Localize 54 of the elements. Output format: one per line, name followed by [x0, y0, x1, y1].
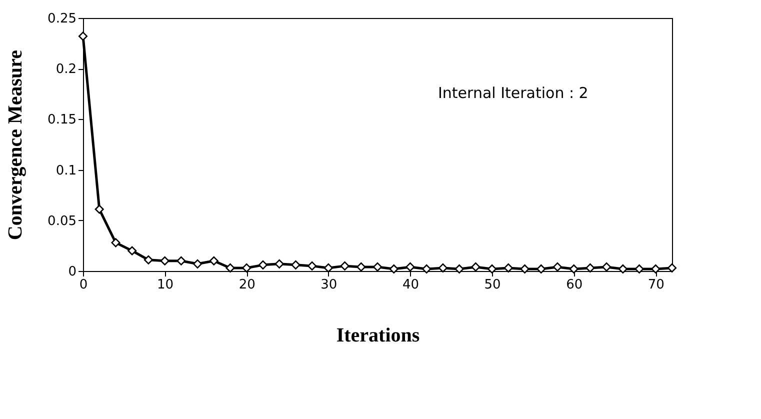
- y-tick-label: 0.25: [48, 12, 76, 26]
- point: [454, 264, 464, 274]
- x-tick-label: 40: [402, 278, 419, 292]
- point: [520, 264, 530, 274]
- y-tick-label: 0.2: [56, 62, 76, 78]
- point: [634, 264, 644, 274]
- point: [422, 264, 432, 274]
- y-tick-label: 0.15: [48, 112, 76, 128]
- point: [356, 262, 366, 272]
- point: [504, 263, 513, 272]
- point: [406, 262, 415, 272]
- point: [651, 264, 660, 274]
- point: [340, 261, 350, 270]
- point: [242, 263, 252, 272]
- point: [586, 263, 595, 272]
- point: [209, 256, 218, 266]
- point: [438, 263, 448, 272]
- point: [569, 264, 578, 274]
- point: [308, 261, 317, 270]
- point: [94, 204, 104, 214]
- point: [226, 263, 235, 272]
- y-tick-label: 0.05: [48, 214, 76, 229]
- point: [78, 32, 88, 41]
- point: [471, 262, 480, 272]
- y-tick-label: 0: [68, 264, 76, 280]
- point: [258, 260, 268, 270]
- point: [667, 263, 677, 272]
- y-tick-label: 0.1: [56, 163, 76, 178]
- x-axis-title: Iterations: [336, 324, 420, 346]
- point: [389, 264, 398, 274]
- point: [488, 264, 497, 274]
- point: [128, 246, 137, 256]
- x-tick-label: 10: [157, 278, 174, 292]
- x-tick-label: 60: [566, 278, 583, 292]
- point: [193, 259, 202, 268]
- point: [372, 262, 382, 272]
- y-axis-title: Convergence Measure: [4, 50, 27, 240]
- x-tick-label: 50: [484, 278, 501, 292]
- x-tick-label: 20: [238, 278, 256, 292]
- point: [160, 256, 170, 266]
- point: [144, 255, 153, 264]
- point: [618, 264, 628, 274]
- annotation: Internal Iteration : 2: [438, 84, 588, 102]
- x-tick-label: 70: [648, 278, 664, 292]
- point: [324, 263, 333, 272]
- point: [291, 260, 300, 270]
- x-tick-label: 30: [320, 278, 338, 292]
- point: [274, 259, 284, 268]
- point: [111, 238, 120, 248]
- point: [602, 262, 612, 272]
- point: [176, 256, 186, 266]
- x-tick-label: 0: [79, 278, 88, 292]
- point: [536, 264, 546, 274]
- point: [552, 262, 562, 272]
